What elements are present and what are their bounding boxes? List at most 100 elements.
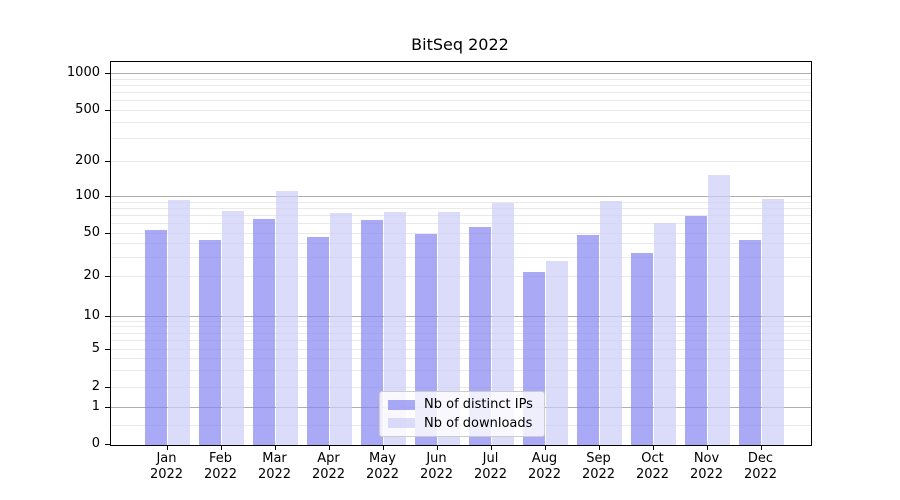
bar-distinct-ips (468, 227, 492, 445)
y-gridline-minor (111, 207, 811, 209)
legend-label: Nb of distinct IPs (424, 397, 533, 413)
bar-downloads (707, 174, 731, 445)
x-tick (274, 445, 276, 450)
y-tick-label: 20 (83, 267, 100, 283)
y-gridline-minor (111, 92, 811, 94)
y-tick (105, 275, 110, 277)
bar-distinct-ips (198, 239, 222, 445)
y-gridline-minor (111, 84, 811, 86)
x-tick (382, 445, 384, 450)
x-tick-label: Jul 2022 (473, 451, 508, 482)
x-tick-label: Mar 2022 (257, 451, 292, 482)
bar-downloads (761, 198, 785, 445)
x-tick (490, 445, 492, 450)
y-gridline-minor (111, 138, 811, 140)
y-gridline-minor (111, 320, 811, 322)
y-gridline-minor (111, 100, 811, 102)
y-gridline-minor (111, 223, 811, 225)
x-tick (328, 445, 330, 450)
y-tick-label: 1000 (66, 65, 100, 80)
y-tick-label: 50 (83, 225, 100, 240)
bar-distinct-ips (252, 219, 276, 445)
bar-downloads (383, 212, 407, 445)
y-tick (105, 443, 110, 445)
x-tick-label: Oct 2022 (635, 451, 670, 482)
bar-downloads (545, 260, 569, 445)
y-tick-label: 1 (91, 399, 100, 414)
bar-downloads (167, 199, 191, 445)
y-tick (105, 110, 110, 111)
bar-downloads (275, 190, 299, 445)
y-tick (105, 387, 110, 388)
bar-downloads (491, 202, 515, 445)
bar-downloads (653, 223, 677, 445)
y-gridline-minor (111, 348, 811, 350)
y-tick-label: 0 (91, 435, 100, 451)
bar-downloads (437, 212, 461, 445)
y-gridline-minor (111, 110, 811, 111)
y-gridline-minor (111, 201, 811, 203)
y-gridline-minor (111, 339, 811, 341)
y-gridline-minor (111, 326, 811, 328)
bar-distinct-ips (576, 234, 600, 445)
y-gridline-minor (111, 160, 811, 162)
x-tick-label: Feb 2022 (203, 451, 238, 482)
legend: Nb of distinct IPs Nb of downloads (379, 391, 545, 437)
x-tick (166, 445, 168, 450)
x-tick-label: Dec 2022 (743, 451, 778, 482)
y-tick (105, 348, 110, 350)
y-tick (105, 160, 110, 162)
y-tick (105, 73, 110, 74)
y-gridline-minor (111, 78, 811, 80)
x-tick-label: Jan 2022 (149, 451, 184, 482)
y-tick-label: 100 (75, 188, 100, 203)
x-tick (706, 445, 708, 450)
legend-swatch-distinct-ips (388, 399, 415, 410)
y-tick-label: 10 (83, 308, 100, 323)
bar-downloads (221, 210, 245, 445)
y-tick-label: 2 (91, 379, 100, 394)
bar-distinct-ips (738, 239, 762, 445)
y-gridline-minor (111, 275, 811, 277)
x-tick (598, 445, 600, 450)
bar-distinct-ips (360, 220, 384, 445)
y-gridline-minor (111, 233, 811, 234)
y-gridline-major (111, 196, 811, 197)
x-tick-label: Aug 2022 (527, 451, 562, 482)
x-tick (760, 445, 762, 450)
legend-label: Nb of downloads (424, 415, 533, 431)
y-tick-label: 500 (75, 102, 100, 117)
y-tick-label: 5 (91, 340, 100, 356)
y-tick (105, 233, 110, 234)
y-gridline-major (111, 316, 811, 317)
legend-swatch-downloads (388, 418, 415, 429)
y-gridline-minor (111, 122, 811, 124)
y-tick (105, 316, 110, 317)
x-tick (652, 445, 654, 450)
bar-distinct-ips (306, 236, 330, 445)
plot-area (110, 61, 812, 446)
y-gridline-minor (111, 332, 811, 334)
legend-item-downloads: Nb of downloads (388, 416, 536, 431)
y-tick (105, 196, 110, 197)
x-tick-label: Jun 2022 (419, 451, 454, 482)
bar-distinct-ips (630, 253, 654, 445)
chart-title: BitSeq 2022 (411, 35, 509, 54)
y-gridline-major (111, 73, 811, 74)
y-tick-label: 200 (75, 152, 100, 168)
y-gridline-minor (111, 256, 811, 258)
x-tick-label: May 2022 (365, 451, 400, 482)
legend-item-distinct-ips: Nb of distinct IPs (388, 397, 536, 412)
x-tick-label: Nov 2022 (689, 451, 724, 482)
bar-distinct-ips (144, 229, 168, 445)
x-tick-label: Apr 2022 (311, 451, 346, 482)
bar-distinct-ips (684, 216, 708, 445)
y-tick (105, 407, 110, 408)
bar-downloads (599, 201, 623, 445)
x-tick (544, 445, 546, 450)
y-gridline-minor (111, 369, 811, 371)
y-gridline-minor (111, 387, 811, 388)
x-tick (220, 445, 222, 450)
y-gridline-minor (111, 243, 811, 245)
